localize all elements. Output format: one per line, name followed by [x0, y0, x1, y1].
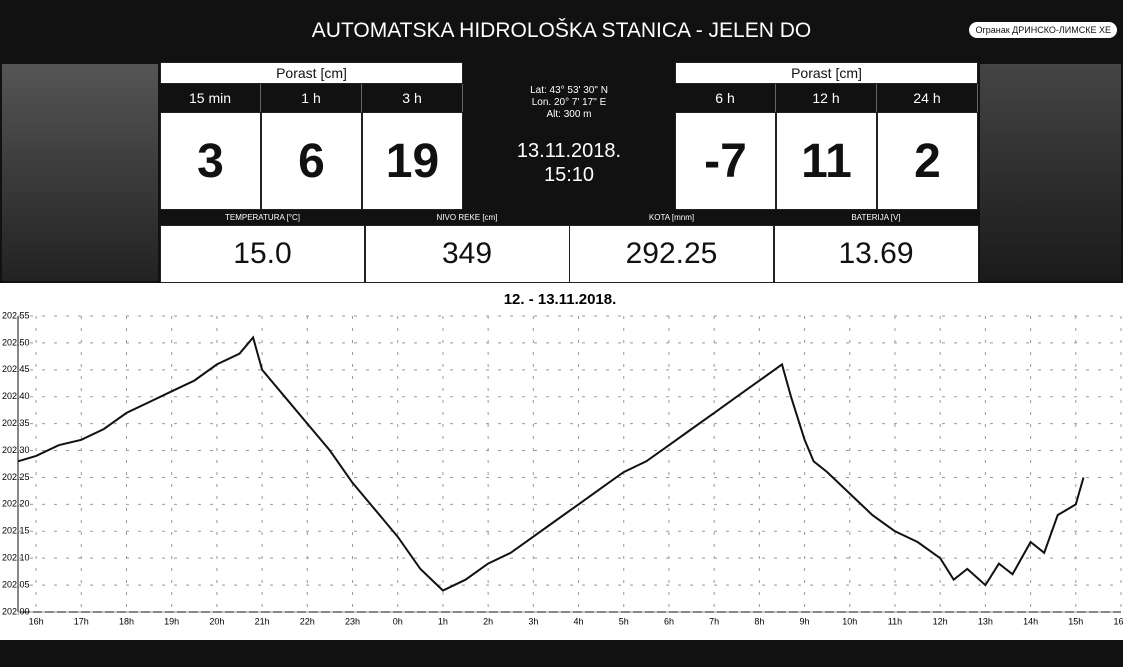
footer-bar [0, 640, 1123, 667]
x-tick-label: 11h [888, 616, 902, 626]
y-tick-label: 202.30 [2, 445, 30, 455]
interval-label: 24 h [877, 84, 978, 112]
x-tick-label: 19h [164, 616, 179, 626]
reading-label: BATERIJA [V] [774, 210, 979, 225]
page-title: AUTOMATSKA HIDROLOŠKA STANICA - JELEN DO [312, 19, 811, 43]
group-title: Porast [cm] [160, 62, 463, 84]
x-tick-label: 16h [1113, 616, 1123, 626]
x-tick-label: 20h [209, 616, 224, 626]
info-line: Lon. 20° 7' 17" E [532, 97, 607, 109]
reading-value: 13.69 [774, 225, 979, 283]
reading-value: 349 [365, 225, 570, 283]
dashboard: AUTOMATSKA HIDROLOŠKA STANICA - JELEN DO… [0, 0, 1123, 667]
x-tick-label: 23h [345, 616, 360, 626]
x-tick-label: 9h [800, 616, 810, 626]
info-time: 15:10 [544, 163, 594, 187]
reading-label: TEMPERATURA [°C] [160, 210, 365, 225]
line-series [18, 338, 1084, 591]
x-tick-label: 15h [1068, 616, 1083, 626]
interval-value: 3 [160, 112, 261, 210]
group-title: Porast [cm] [675, 62, 978, 84]
interval-label: 12 h [776, 84, 877, 112]
reading-value: 292.25 [569, 225, 774, 283]
y-tick-label: 202.05 [2, 579, 30, 589]
interval-value: -7 [675, 112, 776, 210]
y-tick-label: 202.20 [2, 499, 30, 509]
x-tick-label: 16h [29, 616, 44, 626]
y-tick-label: 202.25 [2, 472, 30, 482]
y-tick-label: 202.45 [2, 364, 30, 374]
x-tick-label: 6h [664, 616, 674, 626]
interval-label: 6 h [675, 84, 776, 112]
y-tick-label: 202.55 [2, 310, 30, 320]
interval-value: 2 [877, 112, 978, 210]
y-tick-label: 202.10 [2, 553, 30, 563]
info-line: Lat: 43° 53' 30" N [530, 85, 608, 97]
x-tick-label: 8h [754, 616, 764, 626]
reading-label: NIVO REKE [cm] [365, 210, 570, 225]
y-tick-label: 202.15 [2, 526, 30, 536]
x-tick-label: 21h [255, 616, 270, 626]
x-tick-label: 13h [978, 616, 993, 626]
x-tick-label: 17h [74, 616, 89, 626]
reading-value: 15.0 [160, 225, 365, 283]
sensor-photo [978, 62, 1123, 283]
x-tick-label: 0h [393, 616, 403, 626]
x-tick-label: 12h [933, 616, 948, 626]
chart: 12. - 13.11.2018. 202.00 202.05 202.10 202.1… [0, 283, 1123, 640]
station-photo [0, 62, 160, 283]
info-line: Alt: 300 m [546, 109, 591, 121]
logo: Огранак ДРИНСКО-ЛИМСКЕ ХЕ [969, 22, 1117, 38]
y-tick-label: 202.00 [2, 606, 30, 616]
info-date: 13.11.2018. [517, 139, 621, 163]
y-tick-label: 202.50 [2, 337, 30, 347]
interval-label: 3 h [362, 84, 463, 112]
header-bar: AUTOMATSKA HIDROLOŠKA STANICA - JELEN DO… [0, 0, 1123, 62]
interval-label: 15 min [160, 84, 261, 112]
interval-label: 1 h [261, 84, 362, 112]
reading-label: KOTA [mnm] [569, 210, 774, 225]
chart-title: 12. - 13.11.2018. [504, 291, 617, 308]
interval-value: 6 [261, 112, 362, 210]
x-tick-label: 3h [528, 616, 538, 626]
x-tick-label: 4h [574, 616, 584, 626]
y-tick-label: 202.40 [2, 391, 30, 401]
y-tick-label: 202.35 [2, 418, 30, 428]
interval-value: 19 [362, 112, 463, 210]
x-tick-label: 22h [300, 616, 315, 626]
x-tick-label: 1h [438, 616, 448, 626]
interval-value: 11 [776, 112, 877, 210]
x-tick-label: 18h [119, 616, 134, 626]
x-tick-label: 10h [842, 616, 857, 626]
x-tick-label: 5h [619, 616, 629, 626]
x-tick-label: 2h [483, 616, 493, 626]
x-tick-label: 14h [1023, 616, 1038, 626]
x-tick-label: 7h [709, 616, 719, 626]
